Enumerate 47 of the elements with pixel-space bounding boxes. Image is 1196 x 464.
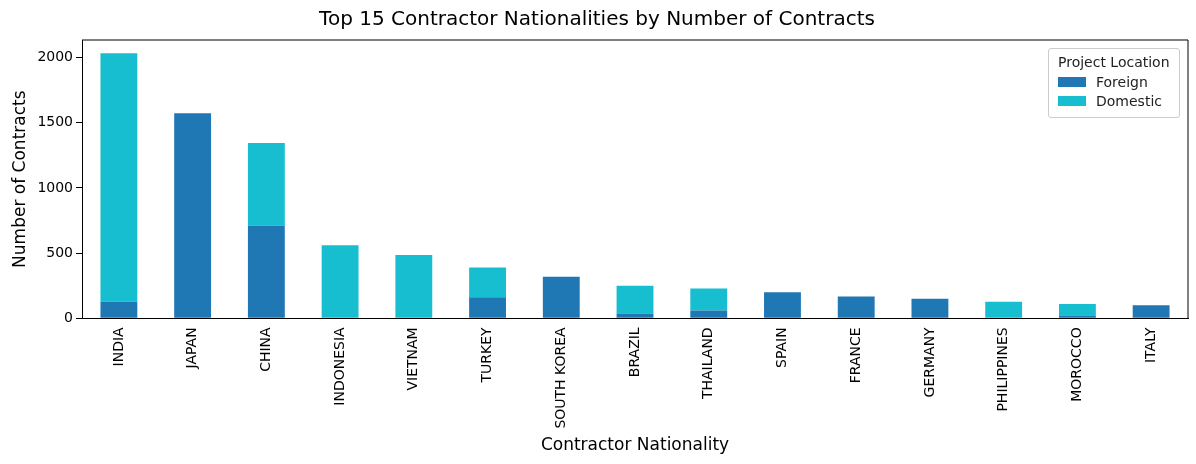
bar — [690, 288, 728, 311]
bar — [247, 142, 285, 226]
y-tick-label: 2000 — [37, 48, 74, 65]
x-tick-label: BRAZIL — [625, 327, 642, 378]
legend-title: Project Location — [1058, 54, 1170, 70]
y-axis-title: Number of Contracts — [8, 90, 29, 268]
bar — [764, 292, 801, 318]
y-tick-label: 500 — [46, 243, 74, 260]
x-tick-label: SPAIN — [773, 327, 790, 368]
x-tick-label: PHILIPPINES — [994, 327, 1011, 412]
x-tick-label: CHINA — [257, 326, 273, 372]
bar — [1132, 305, 1170, 318]
x-tick-label: INDIA — [109, 326, 126, 367]
bar — [174, 113, 212, 318]
bar — [395, 254, 433, 318]
bar — [616, 285, 654, 314]
x-tick-label: VIETNAM — [404, 327, 421, 391]
bar — [1058, 304, 1096, 316]
x-tick-label: MOROCCO — [1068, 327, 1085, 402]
y-tick-label: 1500 — [37, 113, 74, 130]
bar — [100, 301, 138, 318]
x-tick-label: FRANCE — [846, 327, 863, 384]
bar — [542, 276, 580, 318]
bar — [616, 313, 654, 318]
bar — [247, 225, 285, 318]
bar — [1058, 315, 1096, 318]
bar — [100, 53, 138, 302]
bar — [469, 297, 506, 318]
bar — [321, 245, 359, 318]
bar — [985, 301, 1023, 318]
x-tick-label: SOUTH KOREA — [551, 326, 568, 429]
legend-label: Foreign — [1096, 74, 1148, 90]
legend-label: Domestic — [1096, 93, 1162, 109]
chart-title: Top 15 Contractor Nationalities by Number of Contracts — [318, 6, 875, 31]
x-tick-label: GERMANY — [920, 326, 937, 398]
y-tick-label: 0 — [64, 308, 74, 325]
bar — [911, 298, 949, 318]
x-tick-label: ITALY — [1141, 326, 1158, 363]
x-axis-title: Contractor Nationality — [540, 434, 730, 455]
x-tick-label: JAPAN — [183, 327, 200, 370]
x-tick-label: INDONESIA — [330, 326, 347, 406]
bar — [469, 267, 506, 298]
bar — [690, 310, 728, 318]
y-tick-label: 1000 — [37, 178, 74, 195]
x-tick-label: THAILAND — [699, 327, 716, 401]
x-tick-label: TURKEY — [478, 326, 495, 384]
bar — [837, 296, 875, 318]
